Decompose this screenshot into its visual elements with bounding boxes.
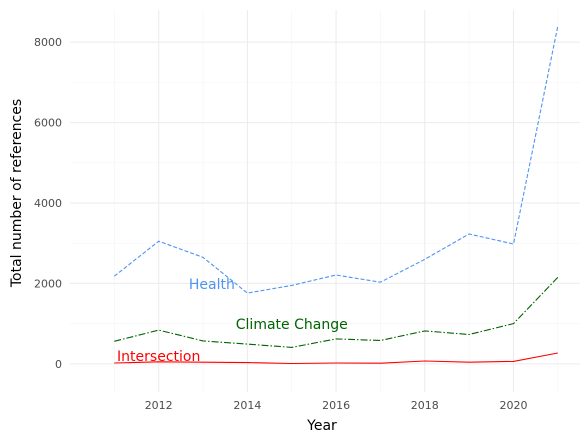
health-series-line [113,25,559,294]
x-tick-label: 2014 [233,399,261,412]
climate-change-series-label: Climate Change [236,317,348,333]
x-tick-label: 2016 [322,399,350,412]
y-tick-label: 8000 [34,36,62,49]
major-gridlines [70,10,580,392]
minor-gridlines [70,10,580,392]
y-tick-label: 6000 [34,117,62,130]
x-axis-title: Year [306,418,337,434]
y-tick-labels: 0 2000 4000 6000 8000 [34,36,62,371]
y-tick-label: 2000 [34,277,62,290]
series-labels: Health Climate Change Intersection [117,277,348,365]
x-tick-labels: 2012 2014 2016 2018 2020 [145,399,528,412]
series-lines [113,25,559,365]
x-tick-label: 2018 [411,399,439,412]
y-axis-title: Total number of references [9,99,25,288]
x-tick-label: 2012 [145,399,173,412]
climate-change-series-line [114,277,559,348]
y-tick-label: 4000 [34,197,62,210]
y-tick-label: 0 [55,358,62,371]
health-series-label: Health [189,277,235,293]
intersection-series-label: Intersection [117,349,200,365]
intersection-series-line [114,352,558,365]
x-tick-label: 2020 [499,399,527,412]
